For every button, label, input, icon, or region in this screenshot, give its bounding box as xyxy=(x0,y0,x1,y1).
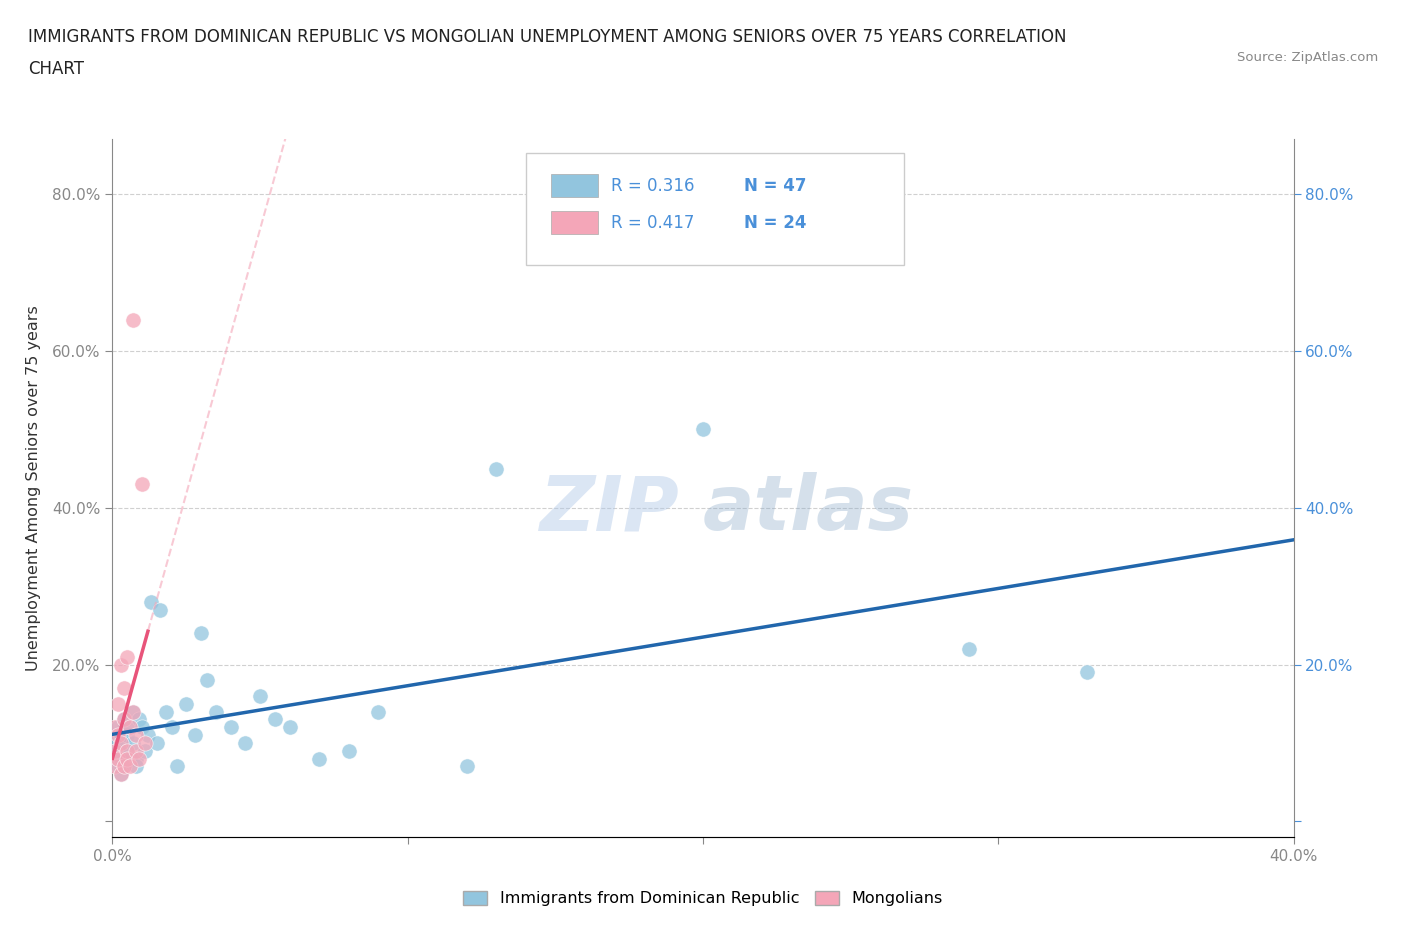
FancyBboxPatch shape xyxy=(551,211,598,234)
Point xyxy=(110,767,132,782)
Point xyxy=(117,743,138,758)
Point xyxy=(456,759,478,774)
Point xyxy=(112,736,135,751)
Point xyxy=(112,712,135,727)
Point xyxy=(278,720,301,735)
Point xyxy=(107,720,129,735)
Point xyxy=(125,759,148,774)
Point xyxy=(122,704,145,719)
FancyBboxPatch shape xyxy=(551,174,598,197)
Text: R = 0.316: R = 0.316 xyxy=(610,177,695,194)
Point xyxy=(117,743,138,758)
Point xyxy=(195,672,218,687)
Point xyxy=(125,751,148,766)
Point xyxy=(1076,665,1098,680)
Point xyxy=(125,727,148,742)
Point xyxy=(120,751,142,766)
Point xyxy=(128,751,150,766)
Point xyxy=(136,727,159,742)
Point xyxy=(128,712,150,727)
Legend: Immigrants from Dominican Republic, Mongolians: Immigrants from Dominican Republic, Mong… xyxy=(457,884,949,912)
Point xyxy=(155,704,177,719)
Point xyxy=(134,736,156,751)
Point xyxy=(134,743,156,758)
Point xyxy=(122,736,145,751)
Point xyxy=(485,461,508,476)
Point xyxy=(264,712,287,727)
Point xyxy=(122,312,145,327)
Point xyxy=(125,743,148,758)
Point xyxy=(190,626,212,641)
Point xyxy=(107,751,129,766)
Point xyxy=(110,751,132,766)
Text: Source: ZipAtlas.com: Source: ZipAtlas.com xyxy=(1237,51,1378,64)
Point xyxy=(146,736,169,751)
Point xyxy=(107,759,129,774)
Point xyxy=(337,743,360,758)
Point xyxy=(139,594,162,609)
Point xyxy=(117,727,138,742)
Point xyxy=(110,658,132,672)
Point xyxy=(104,736,127,751)
Text: ZIP: ZIP xyxy=(540,472,679,546)
Text: IMMIGRANTS FROM DOMINICAN REPUBLIC VS MONGOLIAN UNEMPLOYMENT AMONG SENIORS OVER : IMMIGRANTS FROM DOMINICAN REPUBLIC VS MO… xyxy=(28,28,1067,46)
Point xyxy=(112,712,135,727)
Point xyxy=(131,477,153,492)
Point xyxy=(107,727,129,742)
Text: atlas: atlas xyxy=(703,472,914,546)
Point xyxy=(110,767,132,782)
Point xyxy=(184,727,207,742)
Point xyxy=(104,759,127,774)
Point xyxy=(120,720,142,735)
Point xyxy=(112,681,135,696)
Point xyxy=(112,759,135,774)
Point xyxy=(131,720,153,735)
Point xyxy=(104,720,127,735)
Point xyxy=(166,759,188,774)
Point xyxy=(104,743,127,758)
Point xyxy=(120,720,142,735)
Text: R = 0.417: R = 0.417 xyxy=(610,214,695,232)
Y-axis label: Unemployment Among Seniors over 75 years: Unemployment Among Seniors over 75 years xyxy=(27,305,41,671)
Text: CHART: CHART xyxy=(28,60,84,78)
Text: N = 24: N = 24 xyxy=(744,214,807,232)
Point xyxy=(117,751,138,766)
Point xyxy=(957,642,980,657)
Point xyxy=(104,751,127,766)
Text: N = 47: N = 47 xyxy=(744,177,807,194)
FancyBboxPatch shape xyxy=(526,153,904,265)
Point xyxy=(122,704,145,719)
Point xyxy=(692,422,714,437)
Point xyxy=(308,751,330,766)
Point xyxy=(107,743,129,758)
Point xyxy=(107,697,129,711)
Point xyxy=(205,704,228,719)
Point xyxy=(233,736,256,751)
Point xyxy=(367,704,389,719)
Point xyxy=(160,720,183,735)
Point xyxy=(174,697,197,711)
Point xyxy=(110,727,132,742)
Point xyxy=(219,720,242,735)
Point xyxy=(120,759,142,774)
Point xyxy=(112,759,135,774)
Point xyxy=(117,649,138,664)
Point xyxy=(249,688,271,703)
Point xyxy=(110,736,132,751)
Point xyxy=(149,603,172,618)
